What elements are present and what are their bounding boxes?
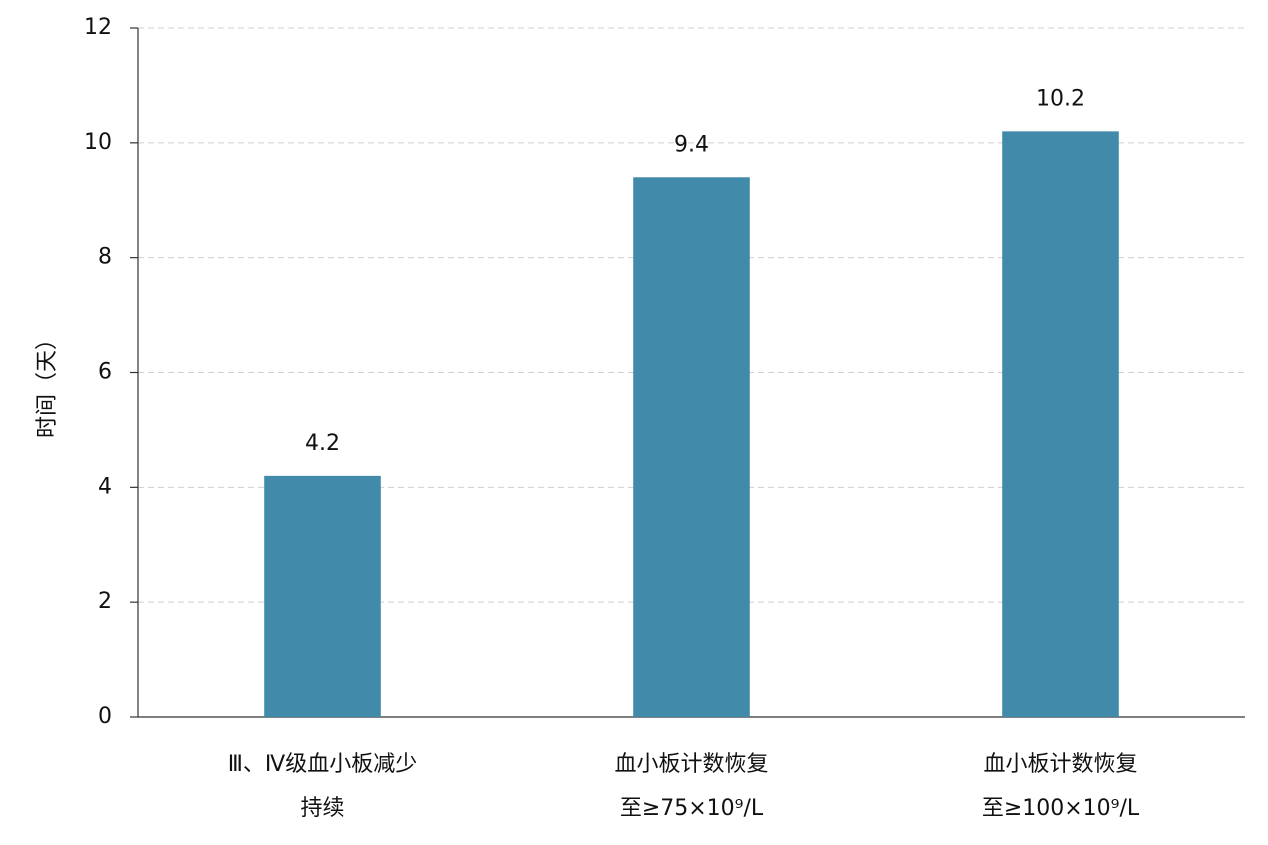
y-tick-label: 10 [84, 130, 112, 155]
y-tick-label: 4 [98, 474, 112, 499]
y-tick-label: 12 [84, 15, 112, 40]
y-tick-label: 0 [98, 704, 112, 729]
x-tick-label: 至≥100×10⁹/L [982, 796, 1140, 821]
value-label: 9.4 [674, 132, 709, 157]
y-tick-label: 8 [98, 245, 112, 270]
x-tick-label: 血小板计数恢复 [614, 752, 768, 777]
y-tick-label: 2 [98, 589, 112, 614]
value-label: 10.2 [1036, 86, 1085, 111]
x-tick-label: Ⅲ、Ⅳ级血小板减少 [228, 752, 417, 777]
x-tick-label: 至≥75×10⁹/L [620, 796, 764, 821]
value-label: 4.2 [305, 431, 340, 456]
bar [264, 475, 381, 717]
y-tick-label: 6 [98, 360, 112, 385]
x-tick-label: 持续 [300, 796, 344, 821]
bar [1002, 131, 1119, 718]
x-tick-label: 血小板计数恢复 [983, 752, 1137, 777]
y-axis-label: 时间（天） [35, 328, 60, 438]
bar [633, 177, 750, 718]
